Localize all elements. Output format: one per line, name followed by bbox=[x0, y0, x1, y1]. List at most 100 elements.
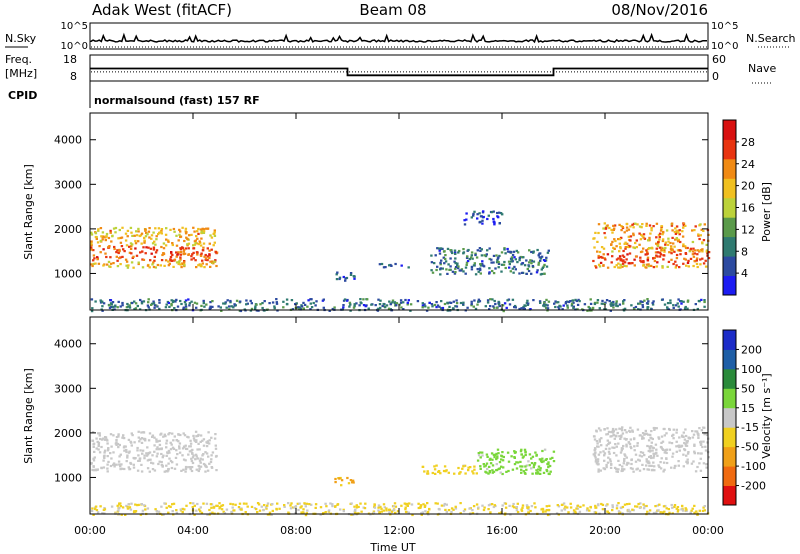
data-cell bbox=[464, 272, 467, 275]
data-cell bbox=[139, 251, 142, 254]
data-cell bbox=[95, 447, 98, 450]
data-cell bbox=[433, 262, 436, 265]
data-cell bbox=[527, 460, 530, 463]
data-cell bbox=[150, 461, 153, 464]
data-cell bbox=[124, 513, 127, 516]
data-cell bbox=[640, 233, 643, 236]
data-cell bbox=[543, 305, 546, 308]
data-cell bbox=[357, 505, 360, 508]
data-cell bbox=[703, 299, 706, 302]
data-cell bbox=[612, 300, 615, 304]
data-cell bbox=[569, 300, 572, 303]
data-cell bbox=[489, 511, 492, 514]
data-cell bbox=[646, 258, 649, 261]
data-cell bbox=[364, 502, 367, 505]
data-cell bbox=[390, 264, 393, 267]
data-cell bbox=[611, 231, 614, 234]
data-cell bbox=[117, 509, 120, 512]
data-cell bbox=[171, 503, 174, 506]
data-cell bbox=[420, 512, 423, 515]
data-cell bbox=[346, 476, 349, 480]
data-cell bbox=[476, 217, 479, 220]
data-cell bbox=[199, 244, 203, 247]
data-cell bbox=[604, 227, 608, 230]
data-cell bbox=[696, 307, 699, 311]
data-cell bbox=[152, 261, 155, 264]
data-cell bbox=[199, 241, 202, 244]
data-cell bbox=[649, 455, 652, 458]
data-cell bbox=[92, 254, 96, 257]
data-cell bbox=[617, 510, 621, 513]
data-cell bbox=[496, 211, 499, 215]
data-cell bbox=[180, 469, 183, 472]
data-cell bbox=[195, 302, 199, 305]
data-cell bbox=[675, 225, 679, 228]
data-cell bbox=[667, 260, 671, 263]
data-cell bbox=[164, 244, 168, 247]
data-cell bbox=[109, 229, 112, 232]
data-cell bbox=[239, 309, 243, 313]
data-cell bbox=[192, 244, 195, 247]
data-cell bbox=[433, 465, 436, 468]
data-cell bbox=[493, 306, 496, 309]
data-cell bbox=[594, 504, 597, 507]
data-cell bbox=[665, 432, 668, 435]
data-cell bbox=[202, 299, 205, 302]
data-cell bbox=[185, 447, 189, 451]
data-cell bbox=[511, 260, 514, 263]
data-cell bbox=[596, 445, 599, 448]
data-cell bbox=[180, 302, 183, 306]
data-cell bbox=[110, 457, 113, 460]
data-cell bbox=[190, 457, 193, 460]
data-cell bbox=[395, 304, 398, 307]
data-cell bbox=[597, 256, 600, 259]
data-cell bbox=[353, 305, 356, 308]
data-cell bbox=[461, 467, 464, 470]
data-cell bbox=[530, 505, 534, 508]
data-cell bbox=[168, 451, 171, 454]
data-cell bbox=[115, 251, 118, 254]
data-cell bbox=[195, 509, 198, 512]
data-cell bbox=[623, 261, 627, 264]
data-cell bbox=[90, 233, 94, 236]
data-cell bbox=[282, 306, 285, 309]
data-cell bbox=[617, 238, 620, 241]
data-cell bbox=[652, 455, 656, 458]
data-cell bbox=[658, 255, 662, 258]
data-cell bbox=[240, 508, 243, 511]
data-cell bbox=[106, 463, 109, 466]
data-cell bbox=[139, 438, 142, 441]
data-cell bbox=[110, 505, 114, 508]
data-cell bbox=[683, 449, 687, 452]
data-cell bbox=[485, 462, 489, 465]
data-cell bbox=[155, 510, 158, 513]
data-cell bbox=[146, 233, 149, 236]
data-cell bbox=[497, 262, 501, 265]
data-cell bbox=[552, 450, 556, 453]
data-cell bbox=[505, 306, 508, 309]
data-cell bbox=[687, 265, 690, 268]
data-cell bbox=[636, 223, 639, 226]
data-cell bbox=[479, 263, 482, 266]
data-cell bbox=[640, 226, 643, 229]
data-cell bbox=[705, 463, 708, 466]
data-cell bbox=[485, 253, 488, 256]
data-cell bbox=[109, 262, 113, 265]
data-cell bbox=[144, 228, 147, 231]
data-cell bbox=[564, 301, 568, 304]
data-cell bbox=[215, 469, 218, 472]
data-cell bbox=[440, 504, 444, 507]
data-cell bbox=[141, 258, 144, 261]
data-cell bbox=[250, 505, 254, 508]
data-cell bbox=[128, 506, 132, 509]
data-cell bbox=[443, 502, 446, 506]
data-cell bbox=[597, 504, 600, 507]
data-cell bbox=[620, 429, 624, 432]
data-cell bbox=[157, 448, 161, 451]
data-cell bbox=[612, 224, 615, 227]
data-cell bbox=[646, 461, 650, 464]
data-cell bbox=[103, 449, 107, 452]
data-cell bbox=[514, 258, 517, 261]
data-cell bbox=[190, 459, 194, 463]
data-cell bbox=[679, 240, 682, 244]
